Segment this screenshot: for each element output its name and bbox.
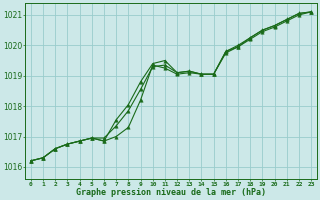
X-axis label: Graphe pression niveau de la mer (hPa): Graphe pression niveau de la mer (hPa) bbox=[76, 188, 266, 197]
